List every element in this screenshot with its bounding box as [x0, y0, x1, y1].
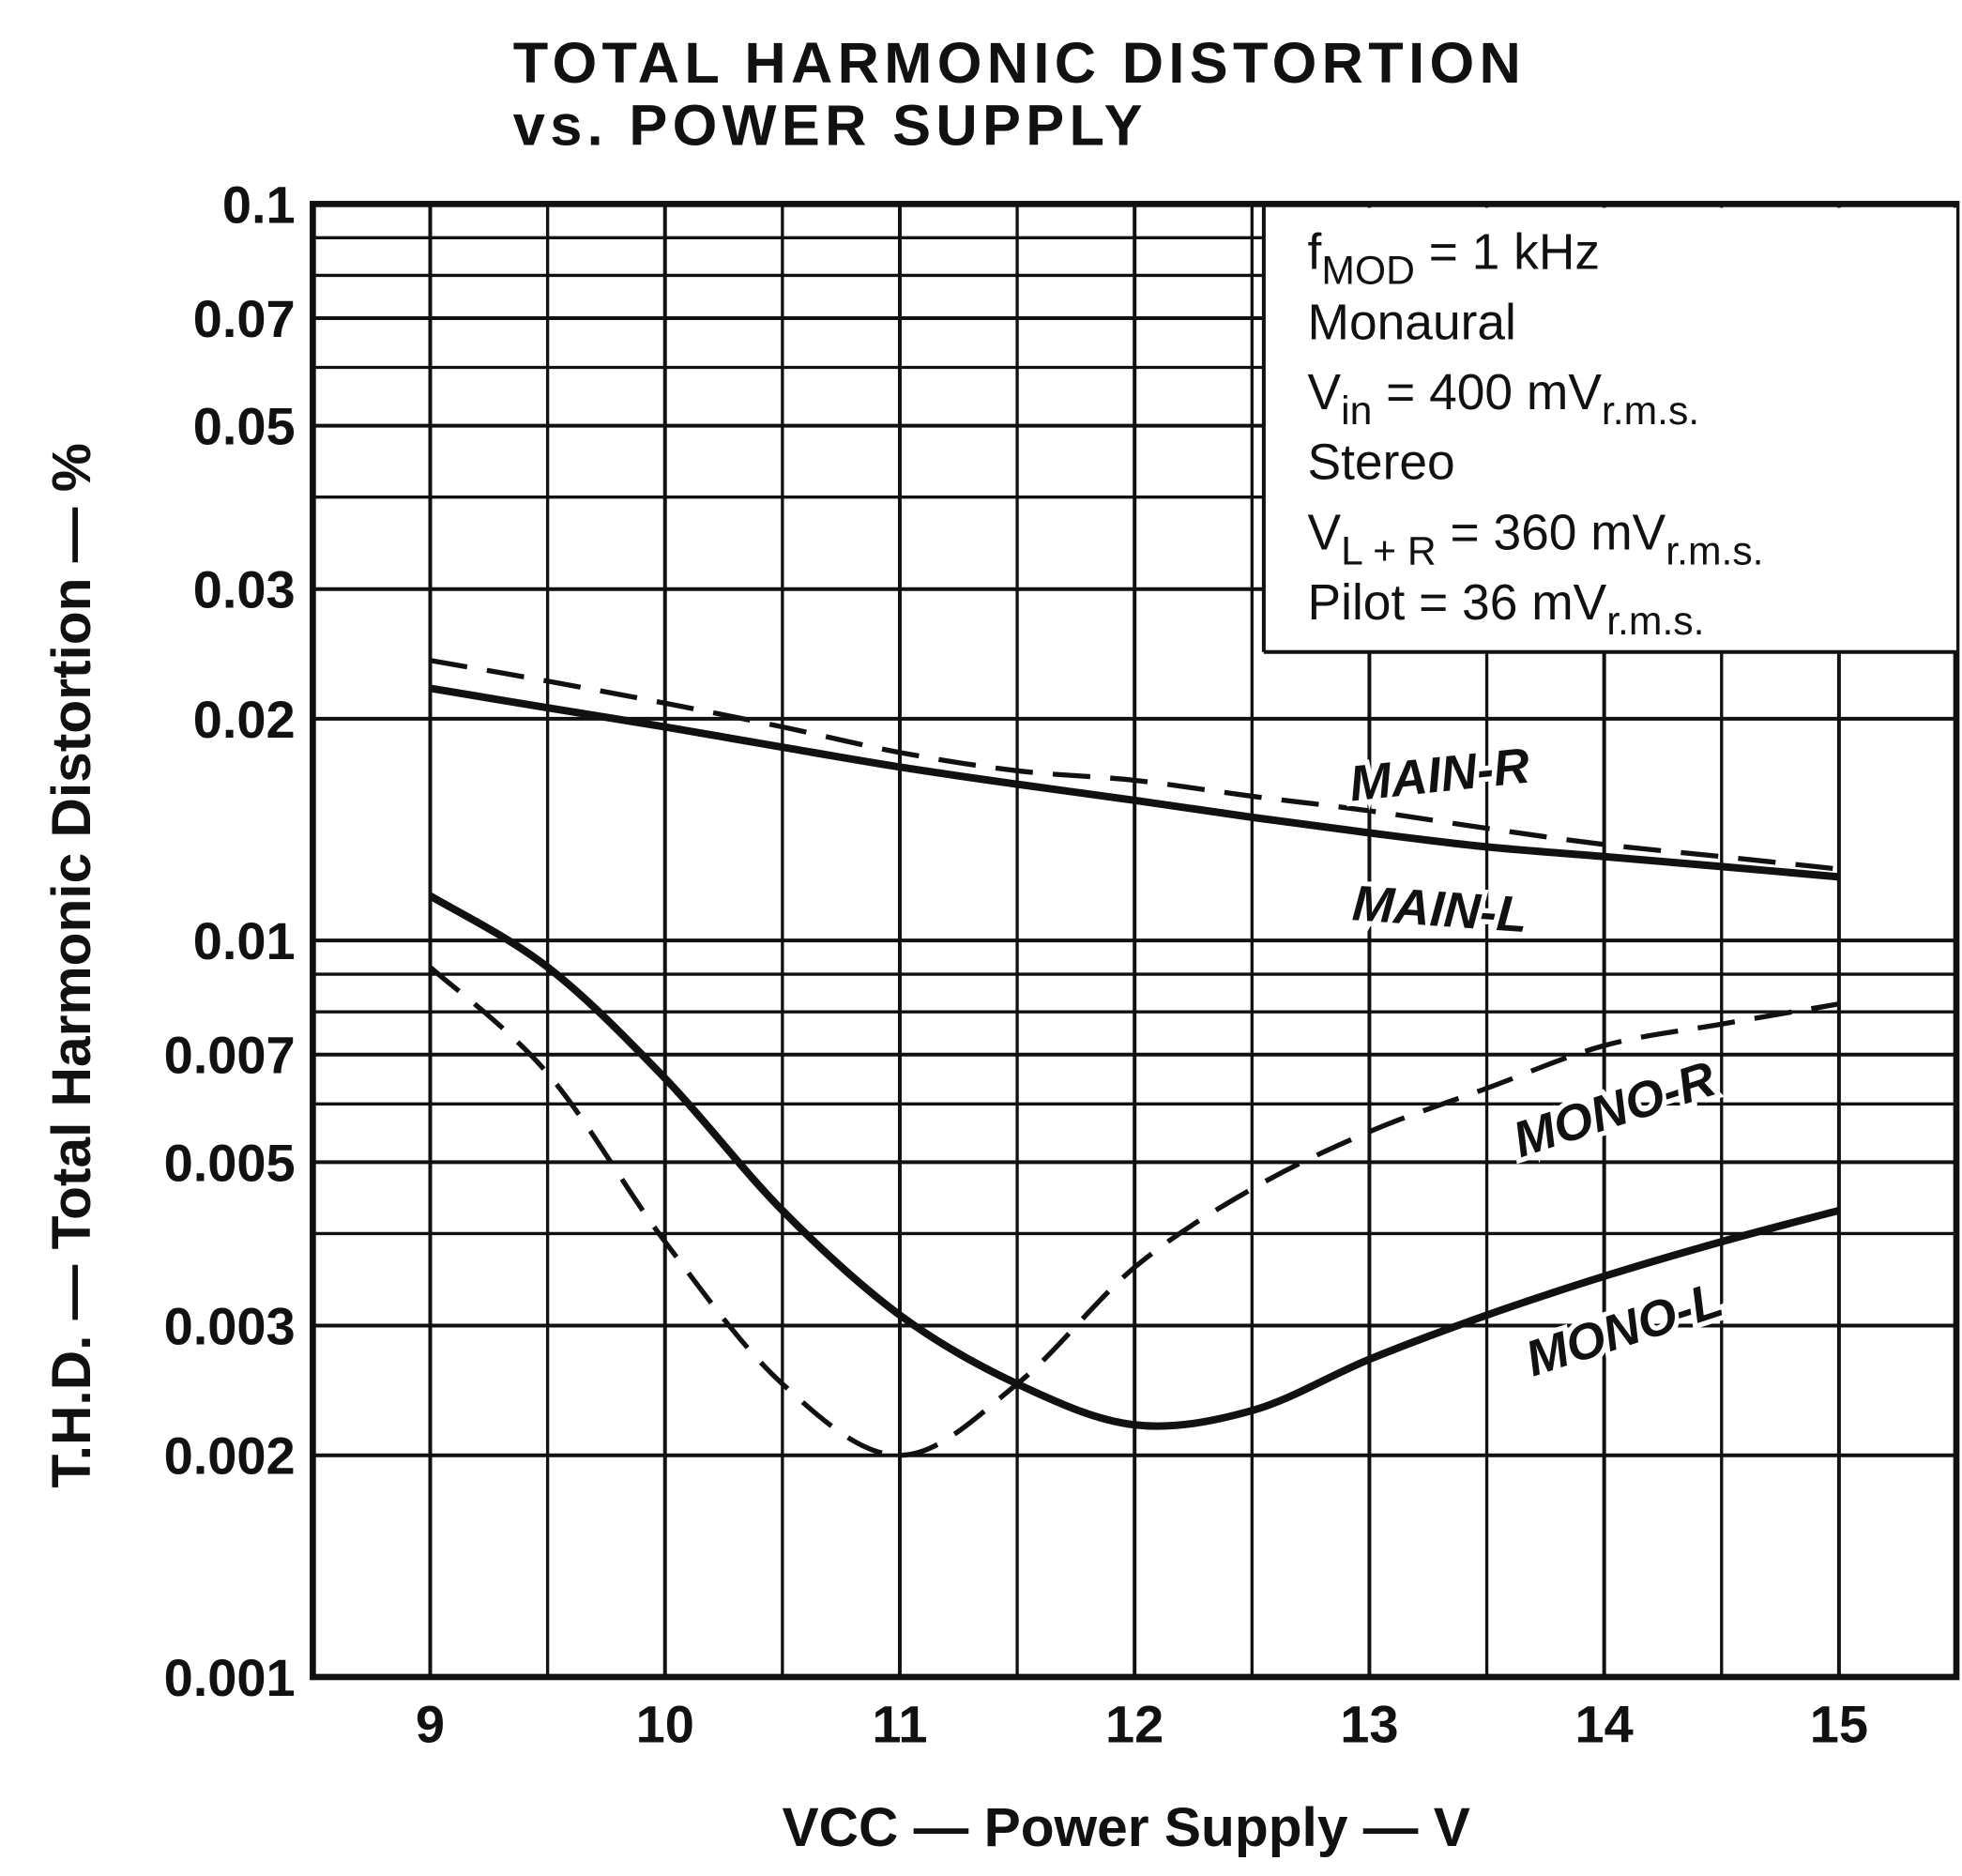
annotation-line: Monaural — [1308, 295, 1516, 350]
y-tick-label: 0.03 — [193, 560, 296, 619]
x-tick-label: 9 — [416, 1694, 445, 1753]
annotation-text: = 400 mV — [1372, 365, 1602, 420]
y-tick-label: 0.07 — [193, 289, 296, 348]
x-tick-label: 12 — [1105, 1694, 1164, 1753]
x-tick-label: 10 — [636, 1694, 694, 1753]
series-line — [429, 684, 1840, 881]
annotation-box — [1263, 207, 1956, 652]
annotation-subscript: r.m.s. — [1602, 389, 1699, 434]
series-line — [428, 965, 1840, 1458]
annotation-subscript: r.m.s. — [1665, 528, 1763, 573]
annotation-text: Monaural — [1308, 295, 1516, 350]
x-axis-label: VCC — Power Supply — V — [783, 1797, 1470, 1858]
annotation-line: fMOD = 1 kHz — [1308, 225, 1600, 294]
annotation-line: Stereo — [1308, 435, 1455, 491]
y-tick-label: 0.003 — [164, 1297, 296, 1356]
annotation-text: = 360 mV — [1437, 505, 1666, 560]
y-tick-label: 0.05 — [193, 397, 296, 456]
annotation-line: Pilot = 36 mVr.m.s. — [1308, 575, 1705, 644]
series-line — [430, 658, 1840, 872]
annotation-subscript: MOD — [1321, 249, 1415, 294]
annotation-line: VL + R = 360 mVr.m.s. — [1308, 505, 1764, 573]
x-tick-label: 11 — [872, 1694, 927, 1753]
annotation-text: V — [1308, 505, 1342, 560]
annotation-line: Vin = 400 mVr.m.s. — [1308, 365, 1700, 434]
y-tick-label: 0.02 — [193, 690, 296, 749]
y-axis-label: T.H.D. — Total Harmonic Distortion — % — [41, 443, 102, 1487]
y-tick-label: 0.002 — [164, 1426, 296, 1486]
chart-title: TOTAL HARMONIC DISTORTION — [513, 30, 1526, 95]
annotation-text: V — [1308, 365, 1342, 420]
grid — [310, 201, 1960, 1681]
y-tick-label: 0.007 — [164, 1026, 296, 1085]
annotation-subscript: L + R — [1341, 528, 1437, 573]
annotation-subscript: in — [1341, 389, 1372, 434]
y-tick-label: 0.01 — [193, 911, 296, 970]
x-tick-label: 13 — [1340, 1694, 1398, 1753]
y-tick-label: 0.001 — [164, 1648, 296, 1707]
annotation-text: Pilot = 36 mV — [1308, 575, 1607, 631]
series-line — [428, 892, 1840, 1430]
x-tick-label: 14 — [1575, 1694, 1634, 1753]
annotation-text: = 1 kHz — [1415, 225, 1600, 281]
curves — [428, 658, 1840, 1458]
y-tick-label: 0.1 — [222, 175, 296, 234]
y-tick-label: 0.005 — [164, 1133, 296, 1192]
annotation-subscript: r.m.s. — [1606, 599, 1704, 644]
annotation-text: f — [1308, 225, 1322, 281]
annotation-text: Stereo — [1308, 435, 1455, 491]
chart-title: vs. POWER SUPPLY — [513, 93, 1148, 158]
x-tick-label: 15 — [1810, 1694, 1868, 1753]
plot-frame — [310, 201, 1960, 1681]
